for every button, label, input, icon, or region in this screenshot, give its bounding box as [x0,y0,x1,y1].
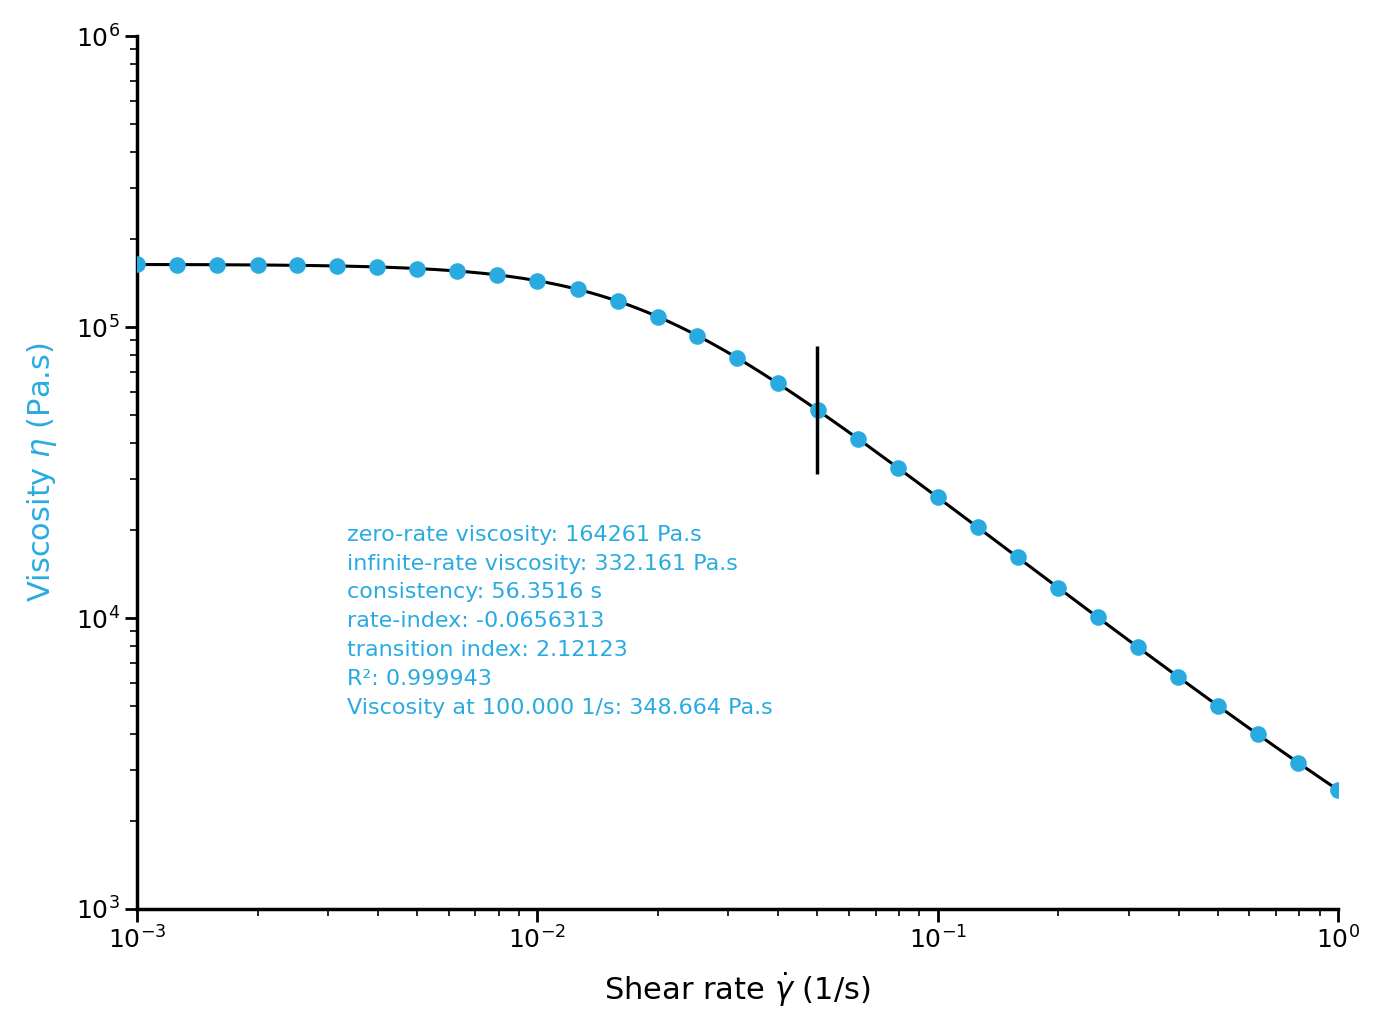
Point [967,519,989,536]
Point [6,256,28,273]
Point [1007,549,1029,566]
Point [526,273,548,290]
Point [287,257,309,274]
Point [687,328,709,344]
Point [1087,609,1109,626]
Point [46,256,68,273]
Point [86,256,108,273]
Point [486,267,508,283]
Point [446,263,468,279]
Point [366,258,388,275]
Point [647,308,669,325]
Point [1166,668,1188,685]
Point [126,256,148,273]
Point [846,430,868,447]
Point [1126,639,1148,656]
Point [406,261,428,277]
Text: zero-rate viscosity: 164261 Pa.s
infinite-rate viscosity: 332.161 Pa.s
consisten: zero-rate viscosity: 164261 Pa.s infinit… [348,525,773,718]
Point [1287,754,1309,770]
Point [1327,782,1349,798]
Point [325,257,348,274]
Point [726,349,748,366]
Point [607,293,629,309]
Point [566,281,589,298]
Point [886,459,909,476]
Point [1246,726,1269,742]
Y-axis label: Viscosity $\eta$ (Pa.s): Viscosity $\eta$ (Pa.s) [25,342,60,603]
Point [927,489,949,506]
Point [166,256,188,273]
Point [1206,698,1228,714]
Point [1047,579,1069,596]
Point [247,256,269,273]
Point [806,402,828,419]
X-axis label: Shear rate $\dot{\gamma}$ (1/s): Shear rate $\dot{\gamma}$ (1/s) [604,970,871,1009]
Point [766,375,788,392]
Point [206,256,229,273]
